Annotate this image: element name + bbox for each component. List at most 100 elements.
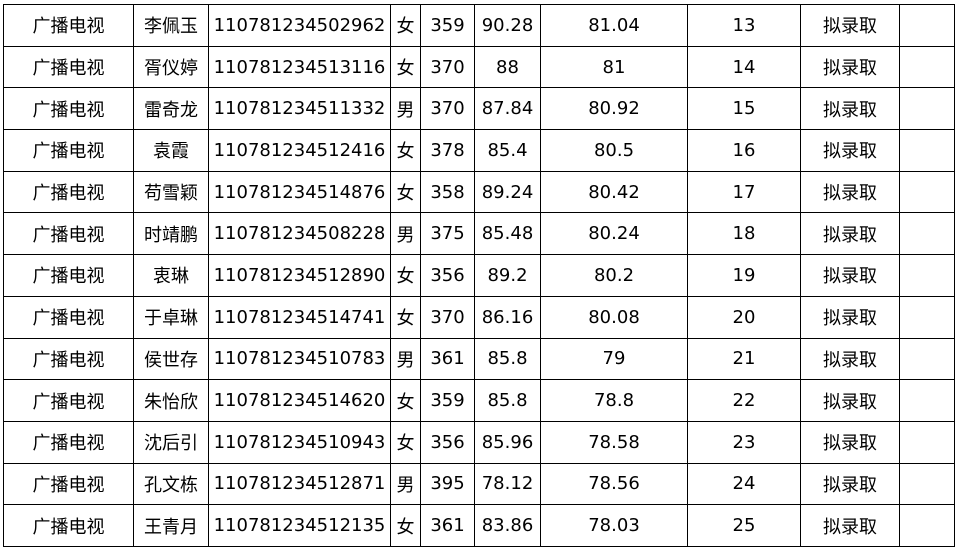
rank-cell: 20 xyxy=(687,295,801,339)
note-cell xyxy=(899,212,955,256)
note-cell xyxy=(899,4,955,47)
exam-id-cell: 110781234514620 xyxy=(208,379,391,422)
name-cell: 时靖鹏 xyxy=(133,212,209,256)
exam-id-cell: 110781234511332 xyxy=(208,87,391,131)
table-row: 广播电视 李佩玉 110781234502962 女 359 90.28 81.04 13 拟录… xyxy=(3,4,955,47)
rank-cell: 15 xyxy=(687,87,801,131)
note-cell xyxy=(899,420,955,464)
interview-score-cell: 85.48 xyxy=(474,212,541,256)
interview-score-cell: 85.4 xyxy=(474,129,541,172)
rank-cell: 16 xyxy=(687,129,801,172)
table-row: 广播电视 于卓琳 110781234514741 女 370 86.16 80.08 20 拟录… xyxy=(3,295,955,339)
major-cell: 广播电视 xyxy=(3,129,134,172)
rank-cell: 21 xyxy=(687,337,801,381)
exam-id-cell: 110781234512135 xyxy=(208,504,391,547)
table-row: 广播电视 孔文栋 110781234512871 男 395 78.12 78.56 24 拟录… xyxy=(3,462,955,506)
rank-cell: 14 xyxy=(687,45,801,89)
major-cell: 广播电视 xyxy=(3,4,134,47)
name-cell: 孔文栋 xyxy=(133,462,209,506)
result-cell: 拟录取 xyxy=(800,295,900,339)
exam-id-cell: 110781234512416 xyxy=(208,129,391,172)
written-score-cell: 358 xyxy=(420,170,475,214)
major-cell: 广播电视 xyxy=(3,462,134,506)
name-cell: 雷奇龙 xyxy=(133,87,209,131)
exam-id-cell: 110781234514741 xyxy=(208,295,391,339)
table-row: 广播电视 侯世存 110781234510783 男 361 85.8 79 21 拟录取 xyxy=(3,337,955,381)
rank-cell: 25 xyxy=(687,504,801,547)
name-cell: 衷琳 xyxy=(133,254,209,297)
major-cell: 广播电视 xyxy=(3,212,134,256)
note-cell xyxy=(899,379,955,422)
interview-score-cell: 90.28 xyxy=(474,4,541,47)
table-row: 广播电视 沈后引 110781234510943 女 356 85.96 78.58 23 拟录… xyxy=(3,420,955,464)
major-cell: 广播电视 xyxy=(3,295,134,339)
exam-id-cell: 110781234512871 xyxy=(208,462,391,506)
rank-cell: 19 xyxy=(687,254,801,297)
major-cell: 广播电视 xyxy=(3,420,134,464)
rank-cell: 13 xyxy=(687,4,801,47)
table-row: 广播电视 袁霞 110781234512416 女 378 85.4 80.5 16 拟录取 xyxy=(3,129,955,172)
name-cell: 朱怡欣 xyxy=(133,379,209,422)
note-cell xyxy=(899,45,955,89)
total-score-cell: 80.92 xyxy=(540,87,688,131)
gender-cell: 女 xyxy=(390,129,421,172)
interview-score-cell: 85.8 xyxy=(474,337,541,381)
written-score-cell: 361 xyxy=(420,504,475,547)
total-score-cell: 80.2 xyxy=(540,254,688,297)
table-row: 广播电视 朱怡欣 110781234514620 女 359 85.8 78.8 22 拟录取 xyxy=(3,379,955,422)
written-score-cell: 370 xyxy=(420,295,475,339)
gender-cell: 女 xyxy=(390,295,421,339)
major-cell: 广播电视 xyxy=(3,87,134,131)
interview-score-cell: 83.86 xyxy=(474,504,541,547)
exam-id-cell: 110781234508228 xyxy=(208,212,391,256)
result-cell: 拟录取 xyxy=(800,45,900,89)
name-cell: 李佩玉 xyxy=(133,4,209,47)
gender-cell: 女 xyxy=(390,45,421,89)
total-score-cell: 78.03 xyxy=(540,504,688,547)
result-cell: 拟录取 xyxy=(800,87,900,131)
total-score-cell: 79 xyxy=(540,337,688,381)
gender-cell: 女 xyxy=(390,4,421,47)
total-score-cell: 81 xyxy=(540,45,688,89)
result-cell: 拟录取 xyxy=(800,212,900,256)
result-cell: 拟录取 xyxy=(800,4,900,47)
rank-cell: 22 xyxy=(687,379,801,422)
exam-id-cell: 110781234514876 xyxy=(208,170,391,214)
gender-cell: 女 xyxy=(390,379,421,422)
note-cell xyxy=(899,504,955,547)
table-row: 广播电视 苟雪颖 110781234514876 女 358 89.24 80.42 17 拟录… xyxy=(3,170,955,214)
interview-score-cell: 85.96 xyxy=(474,420,541,464)
major-cell: 广播电视 xyxy=(3,504,134,547)
total-score-cell: 80.08 xyxy=(540,295,688,339)
table-row: 广播电视 衷琳 110781234512890 女 356 89.2 80.2 19 拟录取 xyxy=(3,254,955,297)
written-score-cell: 359 xyxy=(420,379,475,422)
note-cell xyxy=(899,337,955,381)
result-cell: 拟录取 xyxy=(800,379,900,422)
name-cell: 于卓琳 xyxy=(133,295,209,339)
total-score-cell: 80.5 xyxy=(540,129,688,172)
interview-score-cell: 89.24 xyxy=(474,170,541,214)
major-cell: 广播电视 xyxy=(3,337,134,381)
written-score-cell: 395 xyxy=(420,462,475,506)
interview-score-cell: 88 xyxy=(474,45,541,89)
note-cell xyxy=(899,170,955,214)
name-cell: 沈后引 xyxy=(133,420,209,464)
note-cell xyxy=(899,462,955,506)
name-cell: 胥仪婷 xyxy=(133,45,209,89)
rank-cell: 18 xyxy=(687,212,801,256)
table-row: 广播电视 时靖鹏 110781234508228 男 375 85.48 80.24 18 拟录… xyxy=(3,212,955,256)
total-score-cell: 80.24 xyxy=(540,212,688,256)
gender-cell: 女 xyxy=(390,170,421,214)
name-cell: 苟雪颖 xyxy=(133,170,209,214)
admission-table: 广播电视 李佩玉 110781234502962 女 359 90.28 81.04 13 拟录… xyxy=(3,4,955,547)
written-score-cell: 359 xyxy=(420,4,475,47)
interview-score-cell: 87.84 xyxy=(474,87,541,131)
written-score-cell: 370 xyxy=(420,45,475,89)
total-score-cell: 81.04 xyxy=(540,4,688,47)
name-cell: 侯世存 xyxy=(133,337,209,381)
exam-id-cell: 110781234510783 xyxy=(208,337,391,381)
note-cell xyxy=(899,87,955,131)
interview-score-cell: 89.2 xyxy=(474,254,541,297)
gender-cell: 女 xyxy=(390,420,421,464)
note-cell xyxy=(899,295,955,339)
